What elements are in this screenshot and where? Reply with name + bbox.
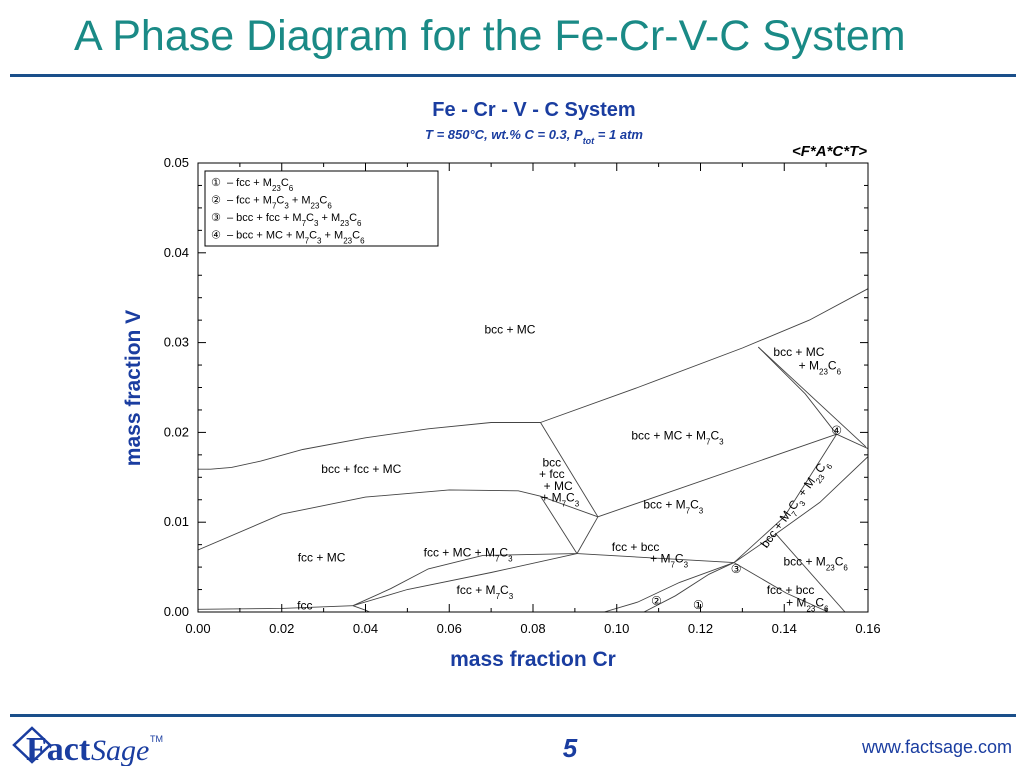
legend-entry: – bcc + MC + M7C3 + M23C6 (227, 230, 365, 246)
region-label: bcc + MC + M7C3 (631, 429, 724, 447)
legend-mark: ① (211, 176, 221, 189)
y-tick-label: 0.04 (164, 245, 189, 260)
y-tick-label: 0.03 (164, 335, 189, 350)
logo-text-fact: Fact (26, 731, 91, 766)
phase-boundary-13 (352, 553, 578, 607)
region-label: + M23C6 (799, 359, 842, 377)
region-label: fcc + bcc (612, 540, 660, 554)
region-label: bcc + M23C6 (783, 554, 848, 572)
factsage-logo: Fact Sage TM (12, 726, 163, 766)
website-link[interactable]: www.factsage.com (861, 737, 1012, 757)
phase-boundary-3 (757, 346, 867, 448)
phase-diagram: 0.00 0.02 0.04 0.06 0.08 0.10 0.12 0.14 0.16 0.00… (122, 99, 881, 671)
legend-box (204, 170, 439, 247)
region-mark: ① (693, 598, 704, 612)
phase-boundary-14 (352, 553, 578, 607)
region-mark: ④ (831, 424, 842, 438)
database-tag: <F*A*C*T> (792, 143, 867, 160)
region-label: + M7C3 (541, 491, 579, 509)
phase-boundary-0 (198, 422, 541, 470)
x-axis-label: mass fraction Cr (450, 648, 616, 671)
footer-divider (10, 714, 1016, 717)
region-mark: ② (651, 594, 662, 608)
diagram-subtitle: T = 850°C, wt.% C = 0.3, Ptot = 1 atm (425, 127, 643, 146)
x-tick-label: 0.08 (520, 621, 545, 636)
legend: ① – fcc + M23C6 ② – fcc + M7C3 + M23C6 ③ – bc… (204, 170, 439, 247)
phase-boundary-20 (733, 456, 868, 563)
phase-boundaries (198, 288, 868, 612)
slide-title: A Phase Diagram for the Fe-Cr-V-C System (74, 12, 906, 60)
region-label: + MC (544, 479, 573, 493)
region-label: bcc + MC (484, 323, 535, 337)
phase-boundary-17 (604, 562, 735, 612)
x-tick-label: 0.14 (772, 621, 797, 636)
logo-trademark: TM (150, 734, 163, 744)
region-label: + fcc (539, 467, 565, 481)
region-label: fcc + M7C3 (457, 583, 514, 601)
phase-boundary-11 (576, 516, 599, 554)
region-label: fcc + MC (298, 551, 346, 565)
axis-ticks: 0.00 0.02 0.04 0.06 0.08 0.10 0.12 0.14 0.16 0.00… (164, 155, 881, 636)
region-label: fcc (297, 598, 312, 612)
logo-text-sage: Sage (91, 734, 149, 766)
phase-boundary-16 (352, 605, 370, 612)
legend-mark: ④ (211, 229, 221, 242)
phase-boundary-12 (576, 553, 735, 564)
phase-boundary-2 (757, 346, 837, 435)
page-number: 5 (562, 733, 578, 763)
diagram-title: Fe - Cr - V - C System (432, 99, 635, 121)
phase-boundary-6 (836, 433, 868, 450)
x-tick-label: 0.04 (353, 621, 378, 636)
y-axis-label: mass fraction V (122, 310, 145, 466)
x-tick-label: 0.02 (269, 621, 294, 636)
phase-boundary-8 (198, 489, 541, 551)
region-label: + M23C6 (786, 596, 829, 614)
phase-boundary-15 (198, 605, 353, 610)
phase-boundary-21 (775, 533, 846, 612)
x-tick-label: 0.10 (604, 621, 629, 636)
region-label: bcc + fcc + MC (321, 462, 401, 476)
phase-boundary-7 (733, 433, 837, 563)
region-mark: ③ (731, 562, 742, 576)
region-label: + M7C3 (650, 552, 688, 570)
region-label: bcc + M7C3 (643, 498, 703, 515)
legend-entry: – fcc + M7C3 + M23C6 (227, 195, 332, 211)
region-label: fcc + MC + M7C3 (424, 545, 513, 563)
title-divider (10, 74, 1016, 77)
x-tick-label: 0.06 (437, 621, 462, 636)
y-tick-label: 0.00 (164, 604, 189, 619)
legend-mark: ② (211, 194, 221, 207)
region-label: fcc + bcc (767, 583, 815, 597)
logo-diamond-icon (12, 726, 52, 764)
phase-boundary-1 (540, 288, 868, 423)
phase-boundary-5 (597, 433, 837, 518)
phase-boundary-10 (540, 495, 578, 554)
x-tick-label: 0.16 (855, 621, 880, 636)
region-label: bcc (543, 456, 562, 470)
legend-entry: – bcc + fcc + M7C3 + M23C6 (227, 212, 362, 228)
y-tick-label: 0.02 (164, 424, 189, 439)
legend-entry: – fcc + M23C6 (227, 177, 294, 193)
phase-boundary-18 (643, 562, 735, 612)
phase-boundary-9 (540, 495, 599, 518)
y-tick-label: 0.05 (164, 155, 189, 170)
region-label: bcc + MC (773, 345, 824, 359)
region-label-rotated: bcc + M7C3 + M23C6 (758, 456, 835, 552)
y-tick-label: 0.01 (164, 514, 189, 529)
phase-boundary-19 (733, 562, 829, 612)
x-tick-label: 0.12 (688, 621, 713, 636)
x-tick-label: 0.00 (185, 621, 210, 636)
phase-boundary-4 (540, 422, 599, 518)
legend-mark: ③ (211, 211, 221, 224)
